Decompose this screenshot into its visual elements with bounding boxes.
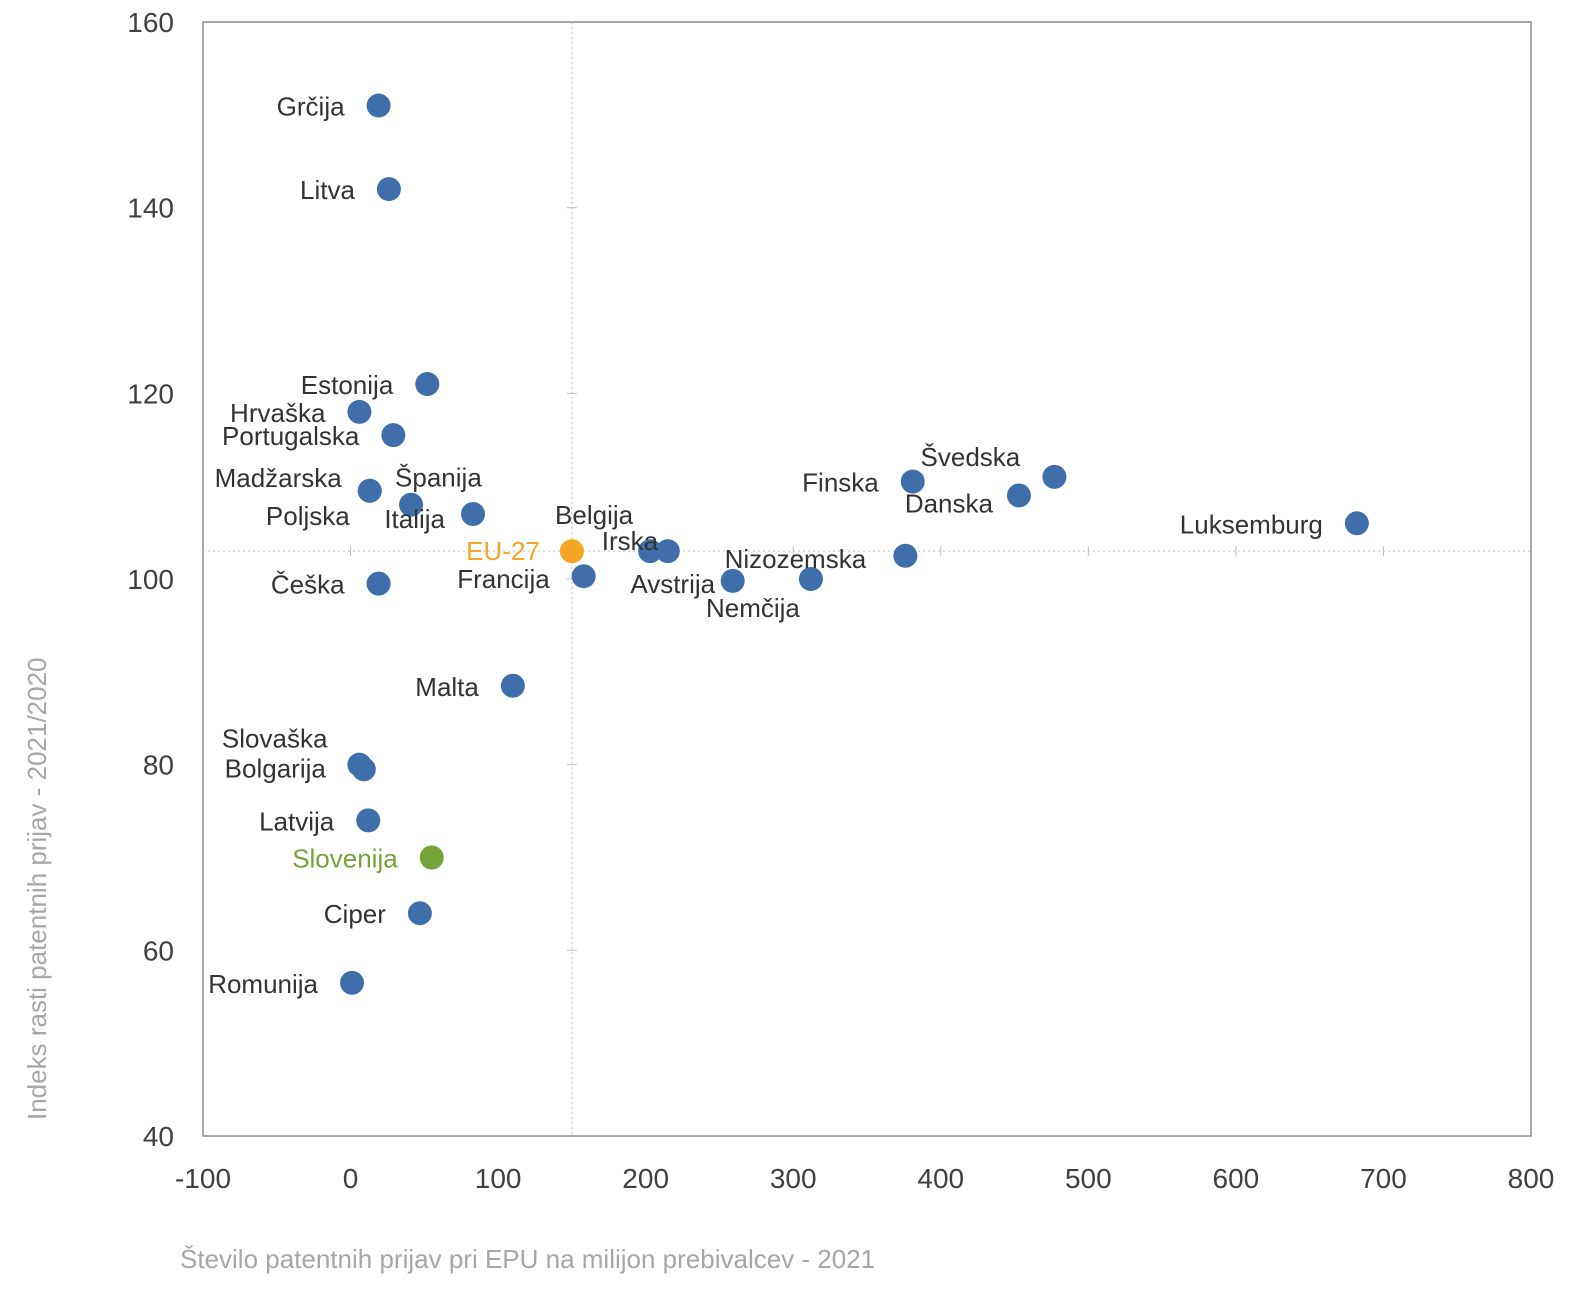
label-avstrija: Avstrija [630, 569, 715, 599]
x-tick-label: 700 [1360, 1163, 1407, 1194]
label-litva: Litva [300, 175, 355, 205]
y-tick-label: 120 [127, 378, 174, 409]
point-eu-27 [559, 539, 584, 564]
plot-area [202, 21, 1532, 1137]
point-grcija [366, 93, 391, 118]
point-svedska [1042, 464, 1067, 489]
label-estonija: Estonija [301, 370, 394, 400]
point-italija [461, 502, 486, 527]
point-belgija [638, 539, 663, 564]
point-francija [571, 564, 596, 589]
label-latvija: Latvija [259, 806, 335, 836]
point-bolgarija [351, 757, 376, 782]
point-nemcija [798, 567, 823, 591]
label-irska: Irska [602, 526, 659, 556]
y-tick-label: 100 [127, 564, 174, 595]
label-belgija: Belgija [555, 500, 634, 530]
label-nemcija: Nemčija [706, 593, 800, 623]
point-hrvaska [347, 399, 372, 424]
label-portugalska: Portugalska [222, 421, 360, 451]
y-tick-label: 80 [143, 750, 174, 781]
point-avstrija [720, 568, 745, 593]
x-tick-label: 500 [1065, 1163, 1112, 1194]
label-bolgarija: Bolgarija [225, 753, 327, 783]
x-tick-label: 100 [475, 1163, 522, 1194]
label-eu-27: EU-27 [466, 536, 540, 566]
x-tick-label: 200 [622, 1163, 669, 1194]
point-portugalska [381, 423, 406, 448]
y-tick-label: 140 [127, 193, 174, 224]
label-grcija: Grčija [277, 92, 345, 122]
label-finska: Finska [802, 468, 879, 498]
data-points [340, 93, 1369, 995]
x-tick-label: 600 [1213, 1163, 1260, 1194]
label-malta: Malta [415, 672, 479, 702]
x-tick-label: 400 [917, 1163, 964, 1194]
label-luksemburg: Luksemburg [1180, 509, 1323, 539]
label-ciper: Ciper [324, 899, 386, 929]
point-spanija [399, 492, 424, 517]
x-axis-ticks: -100 0 100 200 300 400 500 600 700 800 [175, 1163, 1554, 1194]
label-nizozemska: Nizozemska [725, 544, 867, 574]
point-slovenija [419, 845, 444, 870]
point-ceska [366, 571, 391, 596]
reference-lines [203, 22, 1531, 1136]
label-danska: Danska [905, 488, 994, 518]
label-ceska: Češka [271, 570, 345, 600]
point-luksemburg [1344, 511, 1369, 536]
point-estonija [415, 372, 440, 397]
label-romunija: Romunija [208, 969, 318, 999]
y-tick-label: 60 [143, 935, 174, 966]
point-irska [655, 539, 680, 564]
label-spanija: Španija [395, 463, 482, 493]
point-romunija [340, 970, 365, 995]
point-litva [376, 177, 401, 202]
x-tick-label: 0 [343, 1163, 359, 1194]
label-italija: Italija [384, 504, 445, 534]
label-francija: Francija [457, 564, 550, 594]
point-finska [900, 469, 925, 494]
point-ciper [407, 901, 432, 926]
point-malta [500, 673, 525, 698]
label-svedska: Švedska [921, 442, 1021, 472]
y-tick-label: 160 [127, 7, 174, 38]
point-nizozemska [893, 543, 918, 568]
point-poljska [357, 478, 382, 503]
label-madzarska: Madžarska [215, 463, 343, 493]
label-slovaska: Slovaška [222, 724, 328, 754]
y-axis-ticks: 40 60 80 100 120 140 160 [127, 7, 174, 1152]
label-poljska: Poljska [266, 501, 350, 531]
x-tick-label: 300 [770, 1163, 817, 1194]
x-axis-title: Število patentnih prijav pri EPU na mili… [180, 1244, 875, 1274]
y-tick-label: 40 [143, 1121, 174, 1152]
x-tick-label: -100 [175, 1163, 231, 1194]
point-latvija [356, 808, 381, 833]
label-slovenija: Slovenija [292, 844, 398, 874]
point-danska [1006, 483, 1031, 508]
label-hrvaska: Hrvaška [230, 398, 326, 428]
y-axis-title: Indeks rasti patentnih prijav - 2021/202… [22, 657, 52, 1120]
x-tick-label: 800 [1508, 1163, 1555, 1194]
